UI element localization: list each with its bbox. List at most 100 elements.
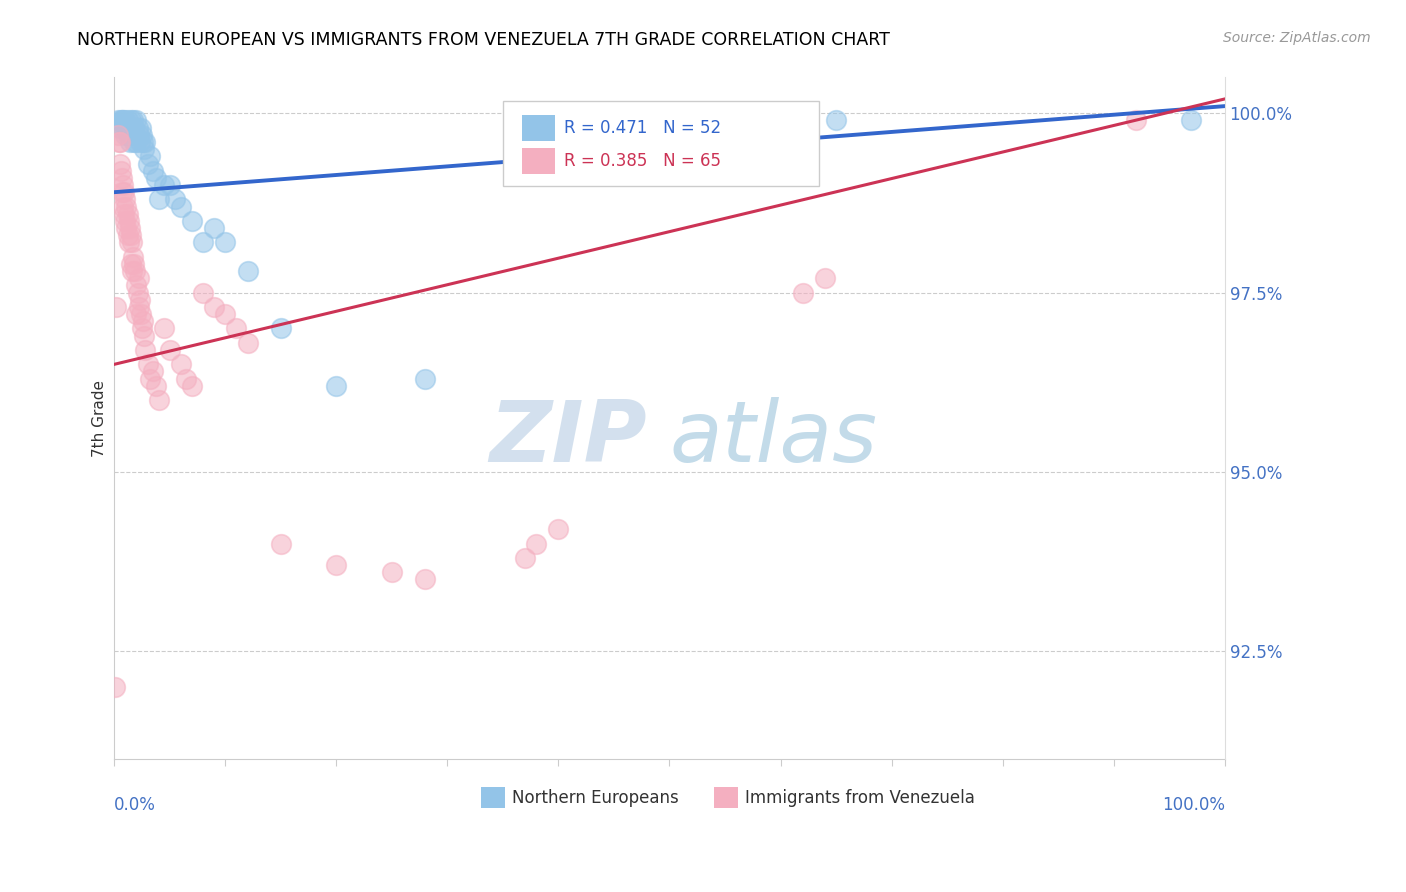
Point — [111, 113, 134, 128]
Point — [792, 285, 814, 300]
Point — [202, 300, 225, 314]
Point — [117, 113, 139, 128]
Point — [134, 142, 156, 156]
Point — [191, 285, 214, 300]
Point — [134, 135, 156, 149]
Point — [107, 128, 129, 142]
Point — [114, 193, 136, 207]
Point — [128, 293, 150, 307]
Point — [118, 214, 141, 228]
Point — [118, 221, 141, 235]
Bar — [522, 115, 555, 141]
Text: R = 0.385   N = 65: R = 0.385 N = 65 — [564, 152, 721, 169]
Point — [214, 307, 236, 321]
Point — [191, 235, 214, 250]
Point — [413, 372, 436, 386]
Point — [159, 343, 181, 357]
Point — [112, 200, 135, 214]
Point — [148, 193, 170, 207]
Point — [136, 156, 159, 170]
Point — [270, 321, 292, 335]
Point — [128, 128, 150, 142]
Point — [122, 128, 145, 142]
Bar — [714, 788, 738, 808]
Point — [118, 135, 141, 149]
Point — [112, 185, 135, 199]
Text: R = 0.471   N = 52: R = 0.471 N = 52 — [564, 119, 721, 136]
Point — [115, 200, 138, 214]
Point — [1180, 113, 1202, 128]
Point — [105, 300, 128, 314]
Point — [112, 120, 135, 135]
Point — [132, 314, 155, 328]
Point — [128, 135, 150, 149]
Point — [114, 128, 136, 142]
Point — [125, 307, 148, 321]
Point — [115, 221, 138, 235]
Point — [122, 113, 145, 128]
Point — [122, 135, 145, 149]
Point — [111, 170, 134, 185]
Point — [120, 128, 142, 142]
Point — [524, 536, 547, 550]
Point — [108, 135, 131, 149]
Point — [148, 393, 170, 408]
Point — [108, 120, 131, 135]
Point — [139, 372, 162, 386]
Point — [122, 257, 145, 271]
Text: Source: ZipAtlas.com: Source: ZipAtlas.com — [1223, 31, 1371, 45]
Point — [202, 221, 225, 235]
Point — [115, 120, 138, 135]
Point — [128, 271, 150, 285]
Point — [107, 135, 129, 149]
Point — [142, 163, 165, 178]
Point — [814, 271, 837, 285]
Y-axis label: 7th Grade: 7th Grade — [93, 380, 107, 457]
Text: 100.0%: 100.0% — [1161, 797, 1225, 814]
Point — [104, 680, 127, 694]
Point — [129, 120, 152, 135]
Point — [117, 207, 139, 221]
Bar — [481, 788, 505, 808]
Point — [112, 207, 135, 221]
FancyBboxPatch shape — [503, 102, 820, 186]
Point — [111, 185, 134, 199]
Point — [131, 321, 153, 335]
Point — [112, 113, 135, 128]
Point — [153, 178, 176, 192]
Point — [142, 364, 165, 378]
Point — [236, 335, 259, 350]
Text: ZIP: ZIP — [489, 397, 647, 480]
Point — [110, 113, 132, 128]
Point — [139, 149, 162, 163]
Point — [136, 357, 159, 371]
Point — [658, 113, 681, 128]
Text: Northern Europeans: Northern Europeans — [512, 789, 679, 806]
Point — [165, 193, 187, 207]
Point — [125, 113, 148, 128]
Point — [132, 135, 155, 149]
Text: 0.0%: 0.0% — [114, 797, 156, 814]
Point — [153, 321, 176, 335]
Text: Immigrants from Venezuela: Immigrants from Venezuela — [745, 789, 974, 806]
Point — [225, 321, 247, 335]
Point — [127, 285, 149, 300]
Point — [121, 264, 143, 278]
Point — [170, 200, 193, 214]
Point — [120, 257, 142, 271]
Text: atlas: atlas — [669, 397, 877, 480]
Point — [270, 536, 292, 550]
Point — [513, 551, 536, 566]
Point — [381, 566, 404, 580]
Point — [118, 120, 141, 135]
Point — [121, 235, 143, 250]
Point — [413, 573, 436, 587]
Point — [325, 379, 347, 393]
Point — [120, 113, 142, 128]
Bar — [522, 147, 555, 174]
Point — [118, 235, 141, 250]
Point — [524, 113, 547, 128]
Point — [325, 558, 347, 573]
Point — [181, 214, 204, 228]
Point — [170, 357, 193, 371]
